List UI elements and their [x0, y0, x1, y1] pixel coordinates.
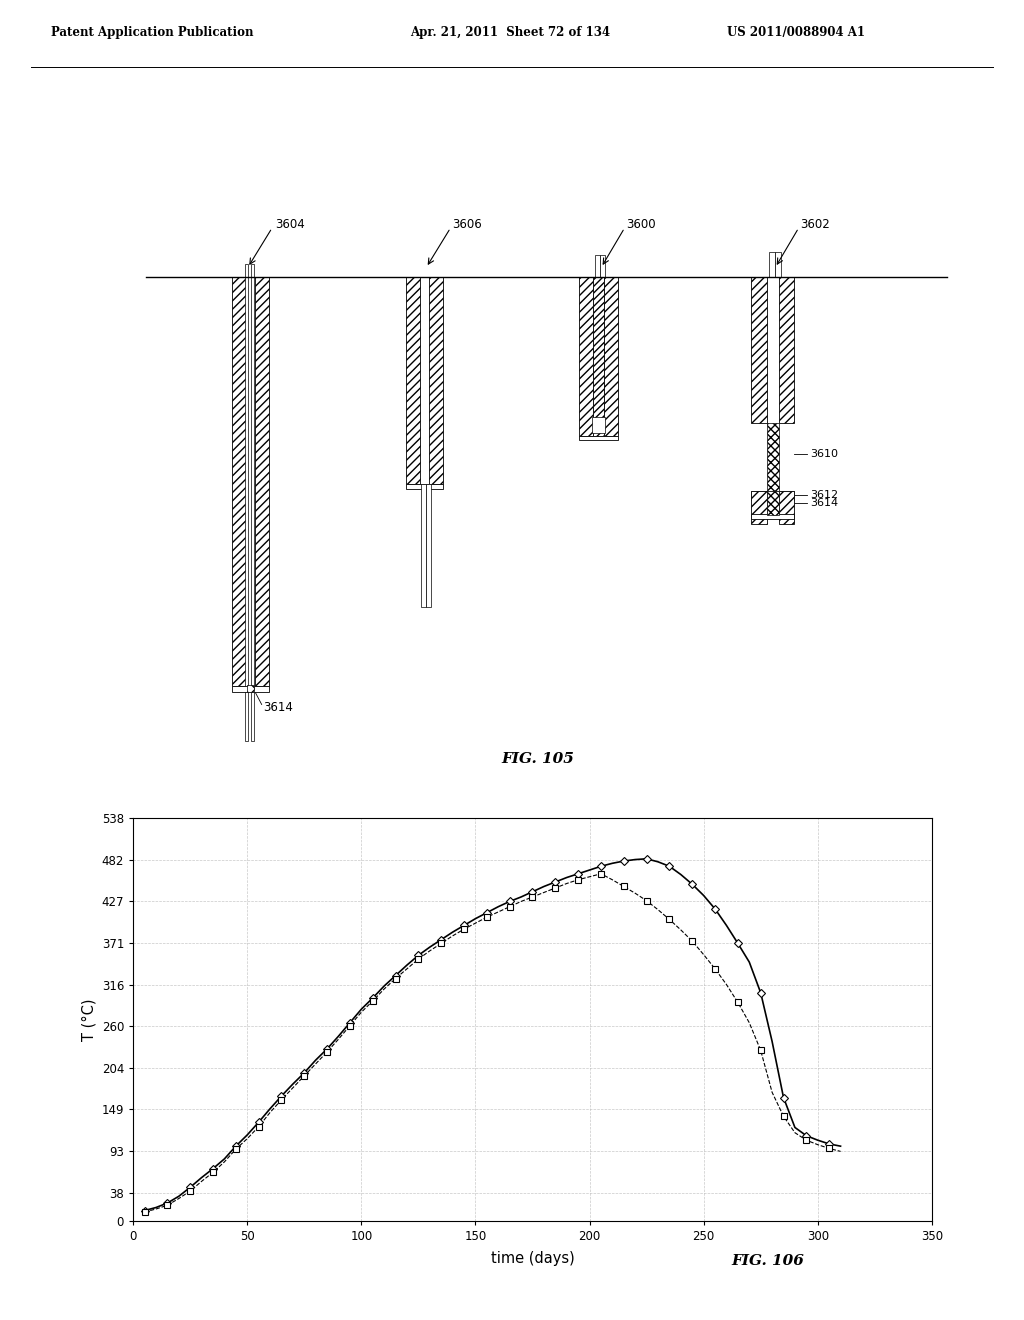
Bar — [751, 513, 795, 519]
Bar — [596, 255, 600, 277]
Bar — [600, 255, 604, 277]
Bar — [426, 484, 430, 607]
Text: 3606: 3606 — [453, 218, 482, 231]
Bar — [246, 264, 248, 741]
Text: FIG. 105: FIG. 105 — [501, 752, 574, 767]
Bar — [232, 686, 268, 692]
Bar — [429, 277, 442, 484]
Text: 3612: 3612 — [810, 490, 839, 500]
Text: Apr. 21, 2011  Sheet 72 of 134: Apr. 21, 2011 Sheet 72 of 134 — [410, 26, 609, 40]
Y-axis label: T (°C): T (°C) — [81, 998, 96, 1041]
X-axis label: time (days): time (days) — [490, 1251, 574, 1266]
Text: 3600: 3600 — [627, 218, 656, 231]
Bar — [751, 491, 795, 500]
Bar — [778, 491, 795, 524]
Bar — [778, 277, 795, 424]
Bar — [580, 277, 593, 436]
Bar — [247, 685, 254, 692]
Bar — [232, 277, 246, 686]
Bar — [767, 491, 778, 515]
Bar — [751, 491, 767, 524]
Text: 3604: 3604 — [274, 218, 304, 231]
Text: 3602: 3602 — [801, 218, 830, 231]
Text: FIG. 106: FIG. 106 — [731, 1254, 805, 1267]
Bar — [775, 252, 781, 277]
Bar — [604, 277, 617, 436]
Text: US 2011/0088904 A1: US 2011/0088904 A1 — [727, 26, 865, 40]
Bar — [592, 417, 605, 433]
Text: 3614: 3614 — [263, 701, 293, 714]
Bar — [580, 436, 617, 441]
Bar — [407, 484, 442, 490]
Text: Patent Application Publication: Patent Application Publication — [51, 26, 254, 40]
Bar — [769, 252, 775, 277]
Bar — [407, 277, 420, 484]
Text: 3614: 3614 — [810, 498, 839, 508]
Bar — [251, 264, 254, 741]
Text: 3610: 3610 — [810, 449, 838, 459]
Bar — [767, 424, 778, 491]
Bar — [422, 484, 426, 607]
Bar — [255, 277, 268, 686]
Bar — [751, 277, 767, 424]
Bar — [593, 277, 604, 436]
